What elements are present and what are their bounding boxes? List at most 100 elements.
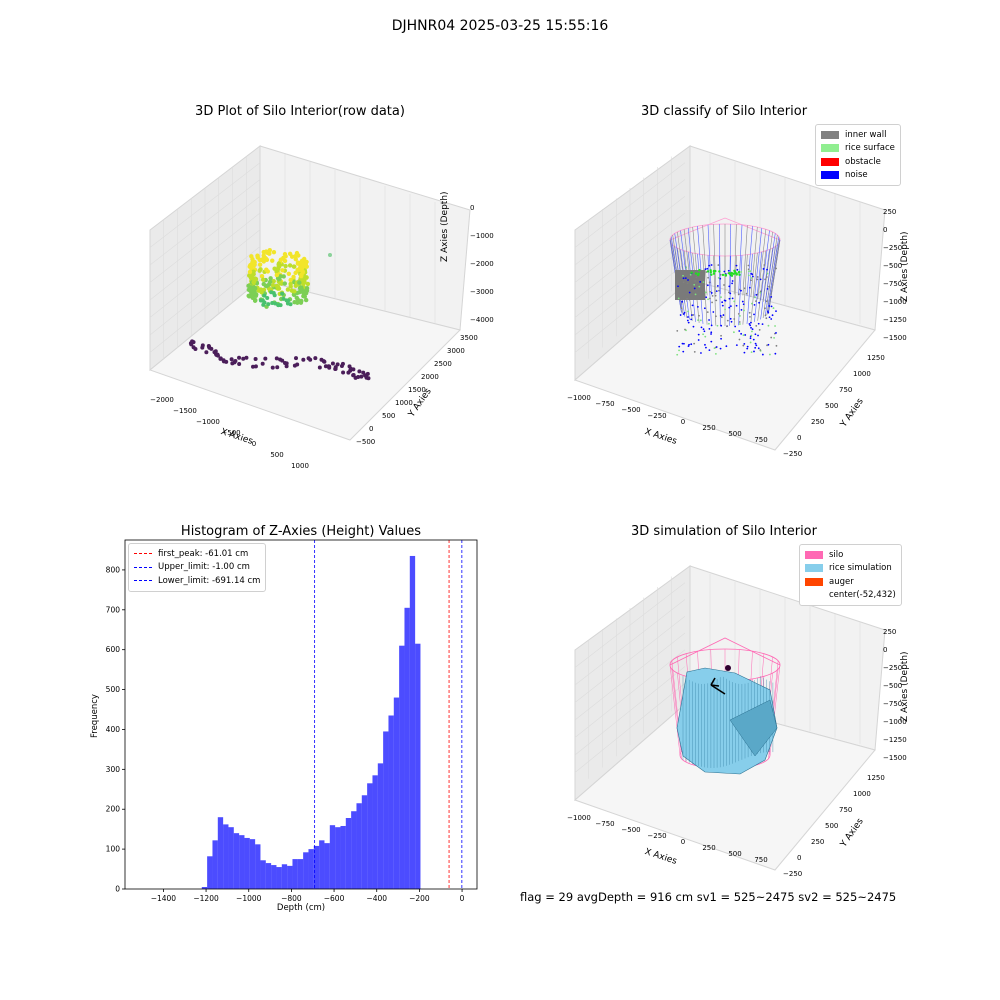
raw-point: [317, 365, 322, 370]
raw-plot-title: 3D Plot of Silo Interior(row data): [195, 104, 405, 119]
classify-point: [749, 270, 752, 273]
classify-point: [724, 308, 726, 311]
classify-z-tick-label: −750: [883, 280, 902, 288]
classify-point: [697, 319, 699, 322]
classify-point: [693, 283, 696, 286]
classify-point: [753, 350, 755, 353]
classify-point: [752, 275, 754, 278]
simulation-plot-title: 3D simulation of Silo Interior: [631, 524, 817, 539]
classify-point: [739, 323, 741, 325]
center-swatch: [805, 591, 823, 599]
raw-point: [328, 253, 332, 257]
raw-point: [351, 373, 356, 378]
classify-point: [746, 345, 749, 348]
classify-point: [766, 272, 769, 275]
histogram-bar: [276, 867, 282, 889]
simulation-z-tick-label: −250: [883, 664, 902, 672]
classify-point: [754, 333, 757, 336]
histogram-bar: [292, 859, 298, 889]
raw-point: [301, 357, 306, 362]
raw-point: [248, 275, 254, 281]
raw-z-tick-label: −3000: [470, 288, 494, 296]
classify-point: [750, 279, 752, 282]
classify-point: [766, 268, 768, 271]
histogram-bar: [287, 865, 293, 889]
classify-wall-streak: [746, 253, 753, 324]
simulation-y-tick-label: −250: [783, 870, 802, 878]
raw-point: [295, 362, 300, 367]
classify-point: [767, 311, 770, 314]
classify-point: [764, 314, 767, 317]
grid-line: [574, 246, 686, 336]
classify-wall-streak: [742, 254, 748, 325]
classify-point: [765, 300, 768, 303]
raw-point: [281, 274, 286, 279]
raw-3d-plot: −2000−1500−1000−5000500100015002000−5000…: [148, 144, 494, 470]
simulation-rice-slope: [729, 699, 778, 757]
raw-point: [260, 277, 266, 282]
classify-x-tick-label: −1000: [567, 394, 591, 402]
classify-point: [719, 277, 722, 280]
classify-point: [715, 299, 718, 302]
raw-point: [327, 365, 332, 370]
simulation-x-tick-label: −250: [647, 832, 666, 840]
classify-point: [682, 277, 685, 280]
legend-entry-rice-surface: rice surface: [821, 142, 895, 156]
legend-entry-first-peak: first_peak: -61.01 cm: [134, 547, 260, 561]
classify-point: [697, 273, 700, 277]
raw-y-tick-label: 500: [382, 412, 395, 420]
classify-point: [727, 269, 730, 272]
histogram-y-tick-label: 800: [106, 565, 121, 574]
classify-point: [731, 282, 734, 285]
rice-simulation-swatch: [805, 564, 823, 573]
classify-point: [733, 331, 735, 334]
histogram-x-label: Depth (cm): [276, 903, 326, 913]
histogram-x-tick-label: −1200: [193, 894, 219, 903]
raw-point: [232, 360, 237, 365]
raw-point: [283, 263, 288, 269]
upper-limit-line-swatch: [134, 566, 152, 568]
histogram-y-tick-label: 100: [106, 845, 121, 854]
classify-point: [711, 301, 713, 304]
raw-x-tick-label: −1000: [196, 418, 220, 426]
raw-point: [302, 278, 307, 284]
raw-point: [247, 269, 253, 275]
raw-point: [270, 258, 275, 263]
classify-point: [719, 347, 722, 350]
classify-point: [697, 339, 700, 341]
classify-wall-streak: [718, 224, 721, 295]
classify-point: [685, 266, 687, 269]
classify-point: [698, 285, 701, 288]
raw-point: [299, 272, 304, 277]
simulation-x-tick-label: −500: [621, 826, 640, 834]
classify-point: [710, 292, 713, 294]
classify-point: [759, 349, 762, 351]
histogram-bar: [201, 887, 208, 889]
classify-point: [743, 287, 746, 290]
raw-point: [292, 299, 297, 305]
classify-point: [721, 304, 724, 307]
classify-point: [738, 273, 741, 276]
lower-limit-line-swatch: [134, 580, 152, 582]
classify-point: [682, 281, 685, 284]
classify-point: [692, 314, 695, 316]
classify-point: [715, 346, 718, 348]
classify-point: [753, 303, 756, 306]
noise-swatch: [821, 171, 839, 180]
raw-point: [262, 293, 267, 298]
classify-wall-streak: [746, 226, 753, 297]
simulation-x-tick-label: 0: [681, 838, 685, 846]
histogram-bar: [212, 840, 218, 889]
histogram-x-tick-label: −800: [281, 894, 302, 903]
histogram-bar: [377, 763, 384, 889]
histogram-bar: [233, 833, 240, 889]
classify-point: [724, 273, 727, 277]
classify-point: [757, 347, 760, 350]
simulation-auger-arrowhead: [710, 684, 720, 687]
raw-point: [218, 356, 223, 361]
silo-swatch: [805, 550, 823, 559]
classify-point: [775, 344, 778, 347]
classify-point: [747, 274, 750, 277]
histogram-bar: [271, 865, 277, 889]
classify-point: [687, 345, 690, 348]
